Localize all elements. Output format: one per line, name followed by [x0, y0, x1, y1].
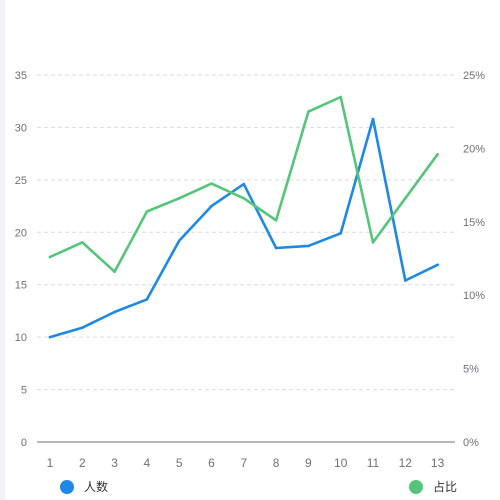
legend-label: 人数	[84, 479, 108, 494]
data-point	[339, 95, 343, 99]
data-point	[81, 241, 84, 244]
right-y-axis: 0% 5% 10% 15% 20% 25%	[463, 70, 485, 449]
data-point	[404, 279, 407, 282]
x-tick-label: 7	[240, 456, 247, 470]
legend[interactable]: 人数 占比	[60, 479, 457, 494]
data-point	[307, 110, 310, 113]
data-point	[210, 182, 213, 185]
left-y-tick-label: 15	[15, 280, 27, 292]
right-y-tick-label: 0%	[463, 437, 479, 449]
left-y-tick-label: 25	[15, 175, 27, 187]
left-y-axis: 0 5 10 15 20 25 30 35	[15, 70, 27, 449]
x-tick-label: 10	[334, 456, 348, 470]
data-point	[113, 270, 116, 274]
series-line-1	[48, 117, 439, 339]
x-tick-label: 4	[144, 456, 151, 470]
data-point	[48, 255, 52, 259]
data-point	[242, 182, 246, 186]
legend-item-2[interactable]: 占比	[409, 479, 457, 494]
right-y-tick-label: 25%	[463, 70, 485, 82]
data-point	[177, 197, 181, 200]
left-y-tick-label: 10	[15, 332, 27, 344]
data-point	[242, 197, 246, 200]
left-y-tick-label: 30	[15, 122, 27, 134]
x-tick-label: 8	[273, 456, 280, 470]
series-lines	[48, 95, 439, 339]
right-y-tick-label: 10%	[463, 290, 485, 302]
data-point	[404, 197, 407, 200]
data-point	[371, 117, 375, 121]
right-y-tick-label: 15%	[463, 217, 485, 229]
x-tick-label: 9	[305, 456, 312, 470]
data-point	[113, 310, 116, 314]
x-tick-label: 2	[79, 456, 86, 470]
data-point	[210, 204, 213, 208]
right-y-tick-label: 5%	[463, 364, 479, 376]
data-point	[436, 263, 439, 267]
grid-lines	[37, 74, 455, 391]
x-tick-label: 1	[47, 456, 54, 470]
data-point	[145, 298, 149, 301]
data-point	[177, 239, 181, 242]
x-tick-label: 3	[111, 456, 118, 470]
x-tick-label: 12	[399, 456, 413, 470]
data-point	[145, 210, 149, 213]
data-point	[371, 241, 375, 244]
x-tick-label: 6	[208, 456, 215, 470]
left-y-tick-label: 5	[21, 385, 27, 397]
x-tick-label: 13	[431, 456, 445, 470]
data-point	[436, 152, 439, 156]
data-point	[48, 335, 52, 339]
x-tick-label: 11	[367, 456, 380, 470]
left-y-tick-label: 35	[15, 70, 27, 82]
data-point	[274, 219, 278, 222]
left-edge-strip	[0, 0, 5, 500]
legend-marker-icon	[60, 480, 74, 494]
data-point	[307, 244, 310, 248]
legend-marker-icon	[409, 480, 423, 494]
data-point	[274, 246, 278, 250]
data-point	[81, 326, 84, 330]
x-tick-label: 5	[176, 456, 183, 470]
left-y-tick-label: 20	[15, 227, 27, 239]
right-y-tick-label: 20%	[463, 143, 485, 155]
legend-label: 占比	[433, 479, 457, 494]
legend-item-1[interactable]: 人数	[60, 479, 108, 494]
data-point	[339, 232, 343, 235]
left-y-tick-label: 0	[21, 437, 27, 449]
x-axis-tick-labels: 1 2 3 4 5 6 7 8 9 10 11 12 13	[47, 456, 445, 470]
